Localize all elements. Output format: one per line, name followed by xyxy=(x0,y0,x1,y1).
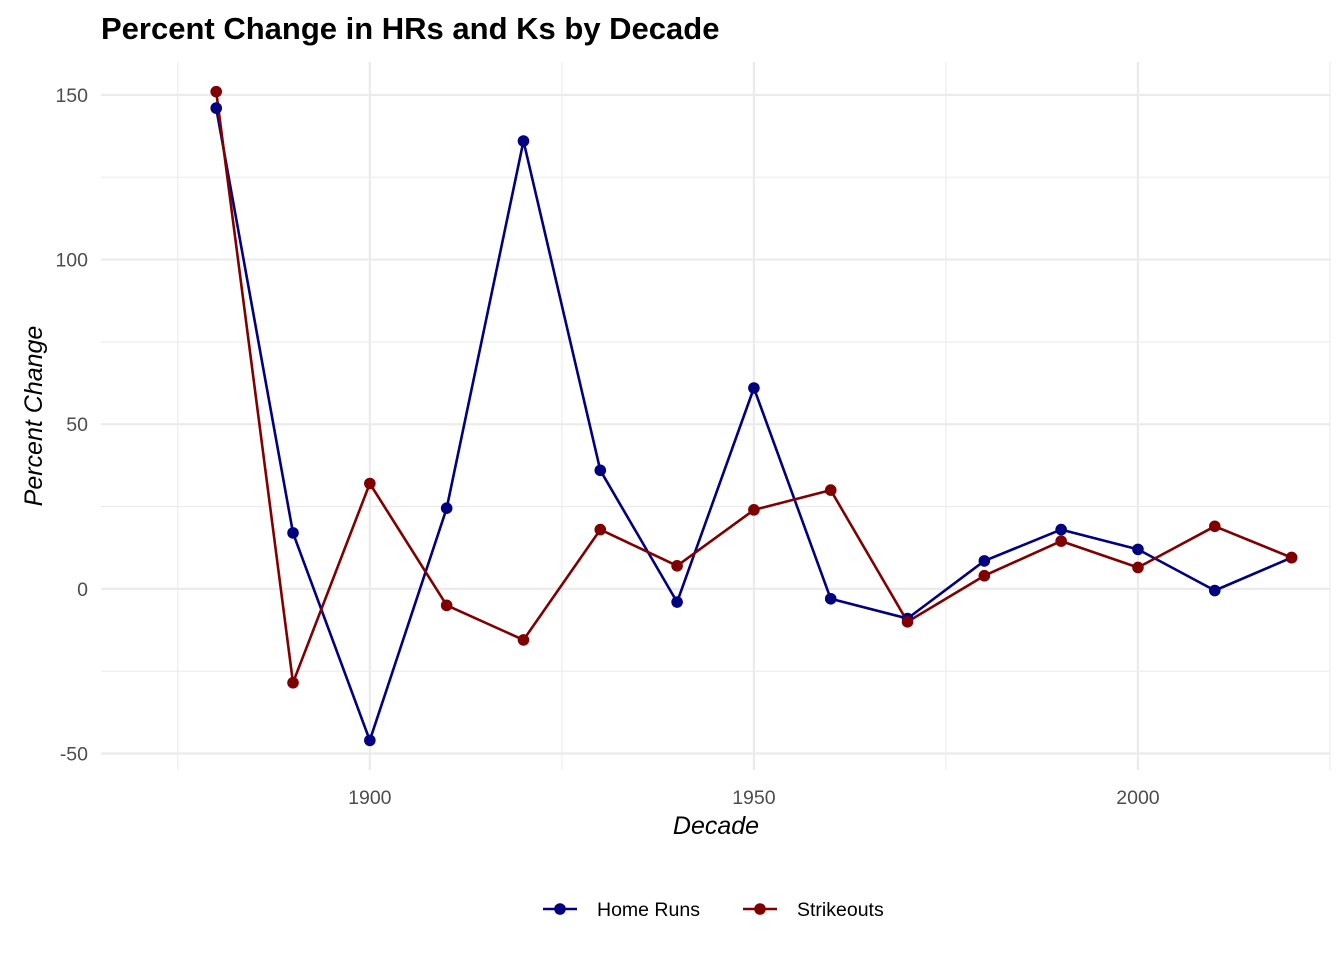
y-axis-tick-labels: -50 0 50 100 150 xyxy=(55,85,88,766)
home-runs-point xyxy=(517,135,530,147)
chart-title: Percent Change in HRs and Ks by Decade xyxy=(101,11,719,46)
home-runs-point xyxy=(364,734,376,747)
home-runs-point xyxy=(824,592,837,605)
legend-home-runs-key-point xyxy=(554,903,566,915)
y-tick-label: -50 xyxy=(60,744,88,766)
home-runs-point xyxy=(1208,584,1221,597)
y-tick-label: 50 xyxy=(66,414,88,436)
legend-home-runs-label: Home Runs xyxy=(597,899,700,921)
home-runs-point xyxy=(1055,523,1067,536)
y-tick-label: 0 xyxy=(77,579,88,601)
home-runs-point xyxy=(1132,543,1144,556)
grid xyxy=(101,62,1331,770)
strikeouts-point xyxy=(978,569,991,582)
x-axis-tick-labels: 1900 1950 2000 xyxy=(348,787,1160,809)
x-tick-label: 1900 xyxy=(348,787,392,809)
strikeouts-point xyxy=(210,85,223,98)
x-axis-title: Decade xyxy=(673,812,759,840)
home-runs-point xyxy=(210,102,223,114)
strikeouts-point xyxy=(901,616,914,628)
home-runs-point xyxy=(594,464,607,477)
home-runs-point xyxy=(978,555,991,567)
y-axis-title: Percent Change xyxy=(20,326,48,507)
home-runs-point xyxy=(440,502,453,515)
strikeouts-point xyxy=(287,676,299,689)
strikeouts-point xyxy=(1132,561,1144,574)
legend-strikeouts-label: Strikeouts xyxy=(797,899,884,921)
strikeouts-point xyxy=(748,504,760,516)
home-runs-point xyxy=(287,527,299,539)
strikeouts-point xyxy=(1208,520,1221,533)
strikeouts-point xyxy=(1285,551,1298,564)
home-runs-point xyxy=(748,382,760,394)
strikeouts-point xyxy=(440,599,453,612)
x-tick-label: 1950 xyxy=(732,787,776,809)
home-runs-point xyxy=(671,596,683,608)
legend-strikeouts-key-point xyxy=(754,903,766,915)
strikeouts-point xyxy=(517,634,530,646)
strikeouts-point xyxy=(364,477,376,490)
y-tick-label: 100 xyxy=(55,250,88,272)
strikeouts-point xyxy=(824,484,837,496)
series-group xyxy=(210,85,1298,747)
strikeouts-point xyxy=(671,560,683,572)
strikeouts-point xyxy=(594,523,607,536)
y-tick-label: 150 xyxy=(55,85,88,107)
x-tick-label: 2000 xyxy=(1116,787,1160,809)
strikeouts-point xyxy=(1055,535,1067,547)
legend: Home Runs Strikeouts xyxy=(543,899,884,921)
